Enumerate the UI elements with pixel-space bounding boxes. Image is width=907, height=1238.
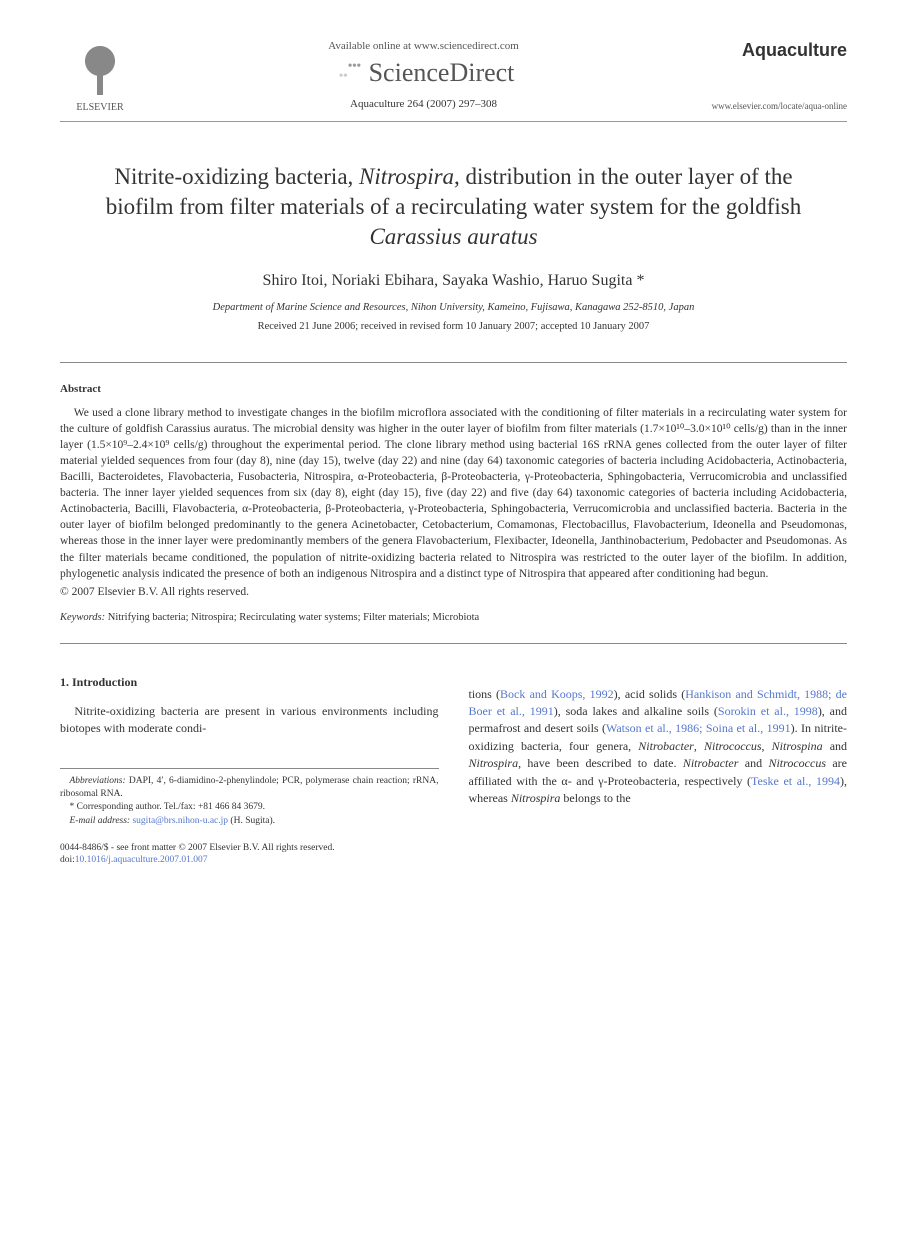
column-left: 1. Introduction Nitrite-oxidizing bacter… <box>60 674 439 828</box>
page: ELSEVIER Available online at www.science… <box>0 0 907 907</box>
abstract-body: We used a clone library method to invest… <box>60 405 847 582</box>
rule-bottom <box>60 643 847 644</box>
affiliation: Department of Marine Science and Resourc… <box>60 302 847 313</box>
ref-link[interactable]: Watson et al., 1986; Soina et al., 1991 <box>606 721 791 735</box>
footer-line1: 0044-8486/$ - see front matter © 2007 El… <box>60 842 847 854</box>
article-title: Nitrite-oxidizing bacteria, Nitrospira, … <box>80 162 827 252</box>
sd-name: ScienceDirect <box>369 58 515 88</box>
sciencedirect-logo: ScienceDirect <box>160 58 687 88</box>
footnotes: Abbreviations: DAPI, 4′, 6-diamidino-2-p… <box>60 768 439 828</box>
intro-heading: 1. Introduction <box>60 674 439 691</box>
doi-link[interactable]: 10.1016/j.aquaculture.2007.01.007 <box>75 855 208 865</box>
email-fn: E-mail address: sugita@brs.nihon-u.ac.jp… <box>60 815 439 828</box>
intro-right-para: tions (Bock and Koops, 1992), acid solid… <box>469 686 848 808</box>
header-right: Aquaculture www.elsevier.com/locate/aqua… <box>707 40 847 111</box>
available-online: Available online at www.sciencedirect.co… <box>160 40 687 52</box>
keywords: Keywords: Nitrifying bacteria; Nitrospir… <box>60 612 847 623</box>
email-link[interactable]: sugita@brs.nihon-u.ac.jp <box>130 816 228 826</box>
elsevier-logo: ELSEVIER <box>60 40 140 113</box>
keywords-label: Keywords: <box>60 612 105 623</box>
journal-url: www.elsevier.com/locate/aqua-online <box>707 101 847 111</box>
header: ELSEVIER Available online at www.science… <box>60 40 847 122</box>
rule-top <box>60 362 847 363</box>
ref-link[interactable]: Bock and Koops, 1992 <box>500 687 614 701</box>
elsevier-tree-icon <box>70 40 130 100</box>
corr-fn: * Corresponding author. Tel./fax: +81 46… <box>60 801 439 814</box>
intro-left-para: Nitrite-oxidizing bacteria are present i… <box>60 703 439 738</box>
copyright: © 2007 Elsevier B.V. All rights reserved… <box>60 586 847 598</box>
footer-doi: doi:10.1016/j.aquaculture.2007.01.007 <box>60 854 847 866</box>
abstract-label: Abstract <box>60 383 847 395</box>
journal-ref: Aquaculture 264 (2007) 297–308 <box>160 98 687 110</box>
dates: Received 21 June 2006; received in revis… <box>60 321 847 332</box>
header-center: Available online at www.sciencedirect.co… <box>140 40 707 110</box>
elsevier-text: ELSEVIER <box>76 102 123 113</box>
sd-dots-icon <box>333 63 363 83</box>
ref-link[interactable]: Teske et al., 1994 <box>751 774 840 788</box>
authors: Shiro Itoi, Noriaki Ebihara, Sayaka Wash… <box>60 272 847 290</box>
ref-link[interactable]: Sorokin et al., 1998 <box>718 704 818 718</box>
keywords-text: Nitrifying bacteria; Nitrospira; Recircu… <box>105 612 479 623</box>
body-columns: 1. Introduction Nitrite-oxidizing bacter… <box>60 674 847 828</box>
footer: 0044-8486/$ - see front matter © 2007 El… <box>60 842 847 867</box>
column-right: tions (Bock and Koops, 1992), acid solid… <box>469 674 848 828</box>
abbrev-fn: Abbreviations: DAPI, 4′, 6-diamidino-2-p… <box>60 775 439 802</box>
journal-name: Aquaculture <box>707 40 847 61</box>
